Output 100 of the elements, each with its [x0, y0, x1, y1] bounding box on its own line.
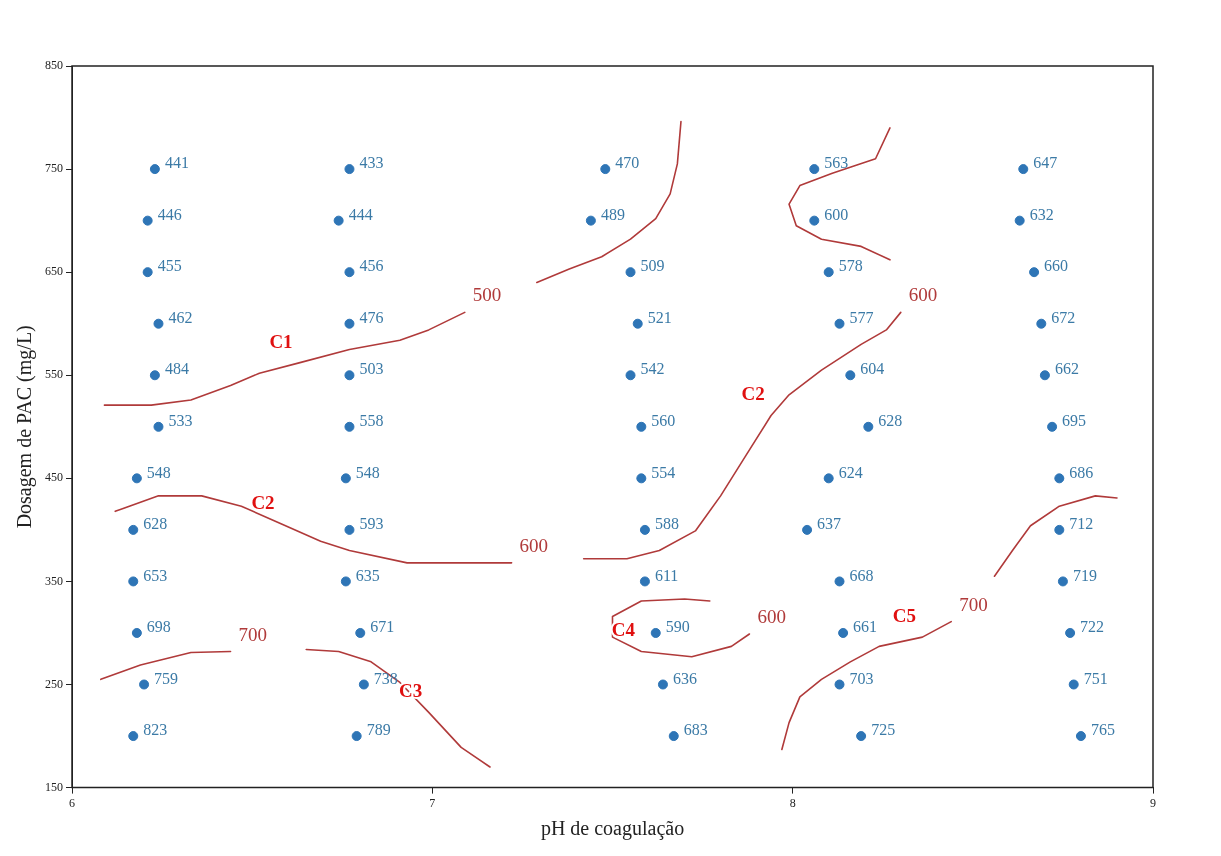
annotation: 590: [665, 618, 690, 636]
point: [856, 731, 867, 742]
point: [1065, 627, 1076, 638]
annotation: 484: [164, 360, 189, 378]
point: [838, 627, 849, 638]
annotation: 533: [168, 412, 193, 429]
point: [344, 370, 355, 381]
annotation: 604: [860, 360, 885, 378]
point: [358, 679, 369, 690]
annotation: 624: [838, 463, 863, 481]
annotation: 470: [615, 154, 640, 172]
series-label: 700: [238, 623, 268, 645]
point: [149, 164, 160, 175]
annotation: 672: [1051, 308, 1076, 326]
annotation: 593: [359, 515, 384, 533]
annotation: 722: [1080, 618, 1105, 636]
annotation: 647: [1033, 154, 1058, 172]
point: [333, 215, 344, 226]
annotation: 611: [654, 566, 679, 584]
annotation: C5: [892, 605, 916, 626]
annotation: 558: [359, 412, 384, 429]
point: [639, 576, 650, 587]
point: [344, 164, 355, 175]
annotation: 751: [1083, 669, 1108, 687]
point: [128, 524, 139, 535]
x-tick-label: 8: [789, 795, 796, 810]
x-tick-label: 7: [429, 795, 436, 810]
point: [131, 473, 142, 484]
point: [639, 524, 650, 535]
annotation: 462: [168, 308, 193, 326]
x-axis-title: pH de coagulação: [540, 817, 685, 841]
annotation: 632: [1029, 205, 1054, 223]
annotation: 668: [849, 566, 874, 584]
annotation: 823: [143, 721, 168, 739]
point: [632, 318, 643, 329]
series-label: 500: [472, 284, 502, 306]
annotation: 509: [640, 257, 665, 275]
point: [845, 370, 856, 381]
annotation: 577: [849, 308, 874, 326]
point: [1029, 267, 1040, 278]
annotation: 719: [1072, 566, 1097, 584]
annotation: 433: [359, 154, 384, 172]
point: [834, 576, 845, 587]
y-tick-label: 750: [45, 161, 63, 176]
annotation: 738: [373, 669, 398, 687]
annotation: 628: [143, 515, 168, 533]
point: [131, 627, 142, 638]
annotation: 554: [651, 463, 676, 481]
annotation: C2: [251, 491, 275, 513]
annotation: 635: [355, 566, 380, 584]
annotation: 588: [654, 515, 679, 533]
point: [153, 318, 164, 329]
annotation: 441: [164, 154, 189, 172]
annotation: 636: [672, 669, 697, 687]
x-tick-label: 6: [69, 795, 75, 810]
series-label: 600: [519, 534, 549, 556]
annotation: 765: [1090, 721, 1115, 739]
x-tick-label: 9: [1150, 795, 1156, 810]
annotation: 456: [359, 257, 384, 275]
point: [128, 731, 139, 742]
annotation: 637: [817, 515, 842, 533]
point: [668, 731, 679, 742]
annotation: 503: [359, 360, 384, 378]
point: [809, 164, 820, 175]
point: [823, 473, 834, 484]
annotation: 444: [348, 205, 373, 223]
annotation: 661: [853, 618, 878, 636]
point: [823, 267, 834, 278]
point: [355, 627, 366, 638]
annotation: 712: [1069, 515, 1094, 533]
point: [625, 267, 636, 278]
point: [1047, 421, 1058, 432]
annotation: 542: [640, 360, 665, 378]
y-tick-label: 450: [45, 470, 63, 485]
point: [636, 473, 647, 484]
point: [340, 473, 351, 484]
point: [1057, 576, 1068, 587]
point: [344, 421, 355, 432]
y-tick-label: 650: [45, 264, 63, 279]
annotation: C1: [269, 330, 293, 352]
annotation: 759: [154, 669, 179, 687]
annotation: 683: [683, 721, 708, 739]
annotation: 789: [366, 721, 391, 739]
annotation: C2: [741, 383, 765, 405]
point: [1075, 731, 1086, 742]
point: [809, 215, 820, 226]
annotation: 548: [146, 463, 171, 481]
annotation: 662: [1054, 360, 1079, 378]
annotation: 563: [824, 154, 849, 172]
point: [1014, 215, 1025, 226]
point: [142, 215, 153, 226]
annotation: 560: [651, 412, 676, 429]
point: [1068, 679, 1079, 690]
point: [142, 267, 153, 278]
annotation: 578: [838, 257, 863, 275]
series-label: 600: [757, 605, 786, 627]
series-label: 600: [908, 284, 938, 306]
annotation: 628: [878, 412, 903, 429]
point: [340, 576, 351, 587]
y-tick-label: 150: [45, 779, 63, 794]
